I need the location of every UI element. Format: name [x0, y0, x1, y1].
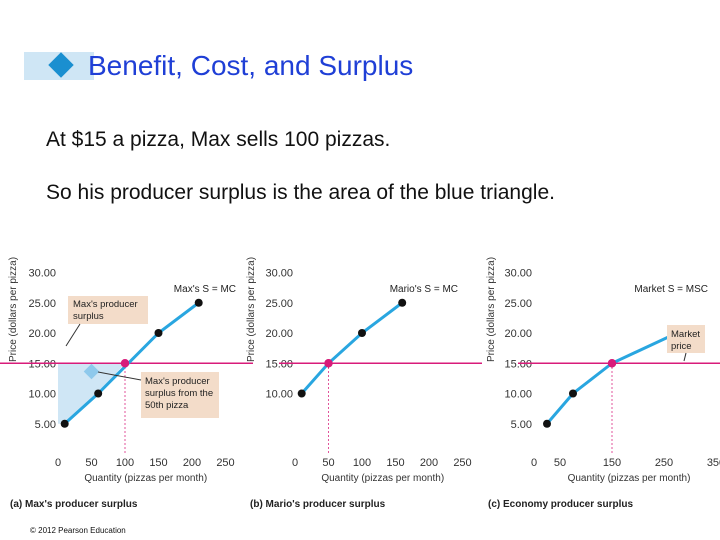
panel-1-supply-point [60, 419, 69, 428]
panel-3-x-tick-label: 350 [707, 457, 720, 469]
annotation-box-50th-pizza [141, 372, 219, 418]
annotation-pointer-market-price [683, 352, 687, 362]
panel-1-x-tick-label: 250 [216, 457, 234, 469]
panel-1-supply-point [194, 298, 203, 307]
annotation-pointer-50th-pizza [97, 371, 142, 381]
panel-3-y-axis-label: Price (dollars per pizza) [486, 257, 497, 362]
panel-2-supply-point [358, 329, 366, 337]
panel-2-x-tick-label: 100 [353, 457, 371, 469]
copyright-notice: © 2012 Pearson Education [30, 526, 126, 535]
panel-3-caption: (c) Economy producer surplus [488, 499, 633, 510]
body-text-line-2: So his producer surplus is the area of t… [46, 181, 555, 204]
panel-1-y-tick-label: 20.00 [28, 328, 56, 340]
annotation-text-surplus-line-2: surplus [73, 311, 104, 322]
body-text-line-1: At $15 a pizza, Max sells 100 pizzas. [46, 128, 391, 151]
panel-1-equilibrium-point [120, 359, 130, 368]
annotation-text-50th-line-2: surplus from the [145, 388, 213, 399]
panel-1-x-tick-label: 200 [183, 457, 201, 469]
panel-3-equilibrium-point [607, 359, 617, 368]
annotation-text-50th-line-3: 50th pizza [145, 400, 189, 411]
panel-2-supply-point [297, 389, 306, 398]
panel-2-y-tick-label: 10.00 [265, 389, 293, 401]
panel-1-caption: (a) Max's producer surplus [10, 499, 138, 510]
panel-3-x-axis-label: Quantity (pizzas per month) [568, 473, 691, 484]
panel-3-supply-point [543, 419, 551, 428]
annotation-text-market-price-line-1: Market [671, 329, 700, 340]
panel-1-x-tick-label: 50 [85, 457, 97, 469]
annotation-text-surplus-line-1: Max's producer [73, 299, 138, 310]
panel-3-y-tick-label: 25.00 [504, 298, 532, 310]
panel-2-y-tick-label: 20.00 [265, 328, 293, 340]
panel-2-equilibrium-point [324, 359, 333, 368]
panel-1-x-tick-label: 150 [149, 457, 167, 469]
annotation-pointer-surplus [65, 323, 81, 347]
annotation-box-surplus [68, 296, 148, 324]
panel-1-y-tick-label: 30.00 [28, 268, 56, 280]
panel-2-x-tick-label: 0 [292, 457, 298, 469]
panel-1-x-tick-label: 100 [116, 457, 134, 469]
panel-3-y-tick-label: 30.00 [504, 268, 532, 280]
panel-1-y-tick-label: 10.00 [28, 389, 56, 401]
panel-3-x-tick-label: 0 [531, 457, 537, 469]
panel-3-supply-curve [545, 331, 678, 425]
panel-1-y-tick-label: 5.00 [35, 419, 56, 431]
panel-2-y-axis-label: Price (dollars per pizza) [246, 257, 257, 362]
panel-2-x-tick-label: 50 [322, 457, 334, 469]
panel-3-y-tick-label: 10.00 [504, 389, 532, 401]
panel-1-y-tick-label: 25.00 [28, 298, 56, 310]
panel-1-y-axis-label: Price (dollars per pizza) [8, 257, 19, 362]
panel-2-supply-curve [300, 301, 404, 395]
panel-3-y-tick-label: 15.00 [504, 358, 532, 370]
panel-3-y-tick-label: 5.00 [511, 419, 532, 431]
panel-1-x-axis-label: Quantity (pizzas per month) [84, 473, 207, 484]
panel-3-supply-curve-label: Market S = MSC [634, 284, 708, 295]
panel-1-x-tick-label: 0 [55, 457, 61, 469]
panel-1-producer-surplus-area [58, 363, 125, 424]
panel-2-y-tick-label: 30.00 [265, 268, 293, 280]
panel-2-supply-point [398, 298, 407, 307]
panel-1-supply-point [94, 389, 103, 398]
annotation-text-50th-line-1: Max's producer [145, 376, 210, 387]
panel-1-y-tick-label: 15.00 [28, 358, 56, 370]
panel-2-supply-curve-label: Mario's S = MC [390, 284, 458, 295]
annotation-text-market-price-line-2: price [671, 341, 692, 352]
panel-2-x-tick-label: 150 [386, 457, 404, 469]
panel-3-x-tick-label: 250 [655, 457, 673, 469]
panel-3-x-tick-label: 50 [554, 457, 566, 469]
panel-2-x-axis-label: Quantity (pizzas per month) [321, 473, 444, 484]
panel-3-supply-point [569, 389, 577, 398]
panel-2-x-tick-label: 250 [453, 457, 471, 469]
panel-2-y-tick-label: 25.00 [265, 298, 293, 310]
annotation-box-market-price [667, 325, 705, 353]
panel-2-x-tick-label: 200 [420, 457, 438, 469]
panel-2-caption: (b) Mario's producer surplus [250, 499, 386, 510]
panel-3-x-tick-label: 150 [603, 457, 621, 469]
panel-3-y-tick-label: 20.00 [504, 328, 532, 340]
panel-1-supply-point [154, 329, 163, 337]
panel-2-y-tick-label: 15.00 [265, 358, 293, 370]
slide-title: Benefit, Cost, and Surplus [88, 50, 414, 81]
panel-1-supply-curve-label: Max's S = MC [174, 284, 236, 295]
